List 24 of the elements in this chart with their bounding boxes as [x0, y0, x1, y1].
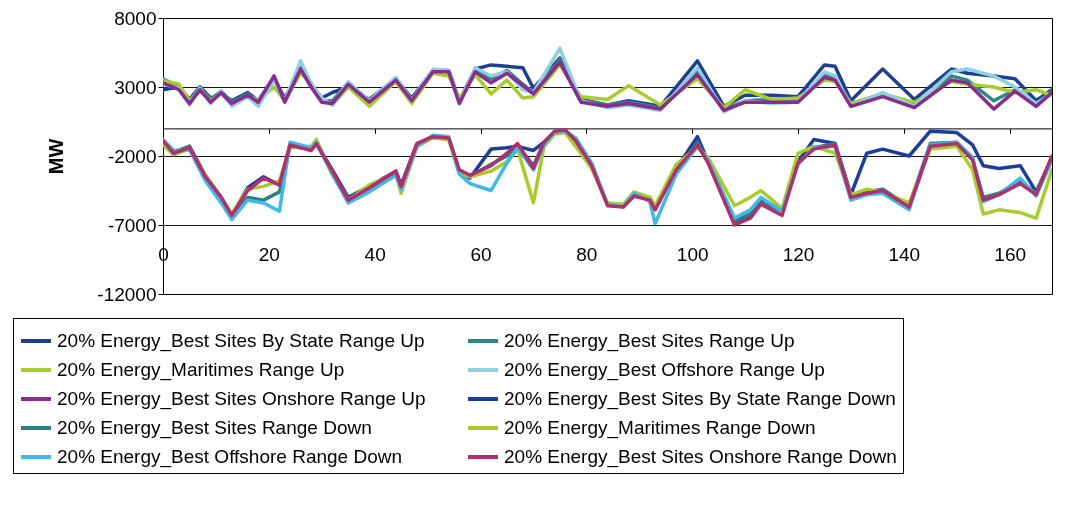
y-tick-label: -12000 — [97, 283, 157, 305]
y-tick-label: -2000 — [107, 145, 157, 167]
x-tick-label: 120 — [782, 243, 815, 265]
legend-label: 20% Energy_Best Sites Onshore Range Up — [57, 388, 426, 410]
y-tick-label: 3000 — [114, 76, 157, 98]
x-tick-label: 60 — [470, 243, 492, 265]
x-tick-label: 140 — [888, 243, 921, 265]
legend-label: 20% Energy_Maritimes Range Down — [504, 417, 816, 439]
legend-label: 20% Energy_Best Sites Range Up — [504, 330, 795, 352]
legend-label: 20% Energy_Best Offshore Range Down — [57, 446, 403, 468]
legend-label: 20% Energy_Best Sites Onshore Range Down — [504, 446, 897, 468]
y-tick-label: 8000 — [114, 7, 157, 29]
x-tick-label: 40 — [364, 243, 386, 265]
x-tick-label: 80 — [576, 243, 598, 265]
legend-label: 20% Energy_Best Sites By State Range Up — [57, 330, 425, 352]
x-tick-label: 20 — [258, 243, 280, 265]
legend-label: 20% Energy_Best Offshore Range Up — [504, 359, 825, 381]
legend-label: 20% Energy_Best Sites Range Down — [57, 417, 372, 439]
x-tick-label: 100 — [676, 243, 709, 265]
y-axis-title: MW — [45, 138, 68, 175]
y-tick-label: -7000 — [107, 214, 157, 236]
x-tick-label: 160 — [994, 243, 1027, 265]
legend-label: 20% Energy_Best Sites By State Range Down — [504, 388, 896, 410]
legend-label: 20% Energy_Maritimes Range Up — [57, 359, 345, 381]
